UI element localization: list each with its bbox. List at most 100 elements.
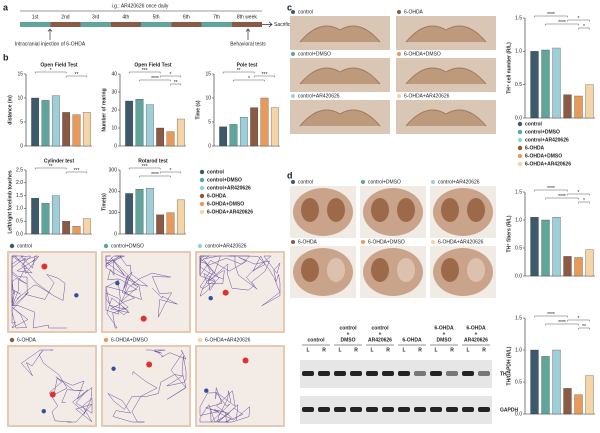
legend-marker (199, 209, 205, 215)
significance-label: *** (142, 68, 148, 74)
y-tick-label: 1.0 (515, 347, 522, 353)
y-tick-label: 1.0 (515, 217, 522, 223)
track-label: 6-OHDA+AR420626 (205, 337, 251, 343)
bar (31, 97, 40, 147)
section-marker (397, 10, 401, 14)
bar (239, 117, 248, 147)
significance-bracket (128, 71, 161, 74)
blot-header: + (475, 331, 478, 337)
significance-label: **** (547, 12, 555, 18)
week-label: 3rd (92, 14, 99, 20)
lane-label: L (402, 347, 405, 353)
lane-label: L (434, 347, 437, 353)
lane-label: R (450, 347, 454, 353)
significance-label: * (578, 316, 580, 322)
bar (219, 126, 228, 147)
significance-bracket (139, 79, 171, 82)
significance-label: * (578, 16, 580, 22)
y-tick-label: 0 (114, 231, 117, 237)
significance-label: * (50, 68, 52, 74)
y-tick-label: 300 (109, 167, 118, 173)
legend-label: 6-OHDA (525, 145, 545, 151)
blot-header: DMSO (341, 337, 356, 343)
significance-bracket (545, 23, 579, 26)
chart-title: Open Field Test (40, 62, 77, 68)
legend-marker (199, 201, 205, 207)
blot-band (366, 371, 378, 376)
y-tick-label: 1.0 (16, 206, 23, 212)
significance-label: ** (49, 164, 53, 170)
significance-label: **** (558, 20, 566, 26)
start-point (41, 263, 48, 270)
significance-label: **** (151, 172, 159, 178)
timeline-segment (231, 22, 262, 27)
tissue (299, 109, 381, 127)
end-point (74, 293, 79, 298)
striatum-left (441, 258, 459, 282)
significance-bracket (34, 71, 67, 74)
section-label: control+DMSO (368, 179, 401, 185)
significance-label: * (248, 76, 250, 82)
significance-label: *** (74, 168, 80, 174)
bar (166, 212, 175, 235)
section-marker (431, 180, 435, 184)
legend-label: control+AR420626 (525, 137, 569, 143)
striatum-right (327, 258, 345, 282)
panel-letter: a (3, 2, 9, 12)
significance-label: ** (237, 68, 241, 74)
end-point (204, 388, 209, 393)
legend-label: 6-OHDA+DMSO (525, 153, 562, 159)
y-tick-label: 0.5 (515, 82, 522, 88)
blot-membrane (300, 360, 492, 388)
y-tick-label: 0.5 (515, 379, 522, 385)
track-marker (9, 337, 15, 343)
y-tick-label: 0.5 (515, 245, 522, 251)
tissue (405, 67, 487, 85)
section-marker (291, 94, 295, 98)
blot-header: 6-OHDA (434, 325, 454, 331)
blot-band (382, 371, 394, 376)
striatum-left (301, 258, 319, 282)
week-label: 7th (213, 14, 220, 20)
legend-marker (517, 153, 523, 159)
legend-marker (517, 129, 523, 135)
significance-label: * (170, 168, 172, 174)
blot-header: DMSO (437, 337, 452, 343)
significance-label: ** (75, 72, 79, 78)
track-label: control+DMSO (111, 243, 144, 249)
end-point (111, 366, 116, 371)
y-tick-label: 15 (17, 71, 23, 77)
blot-band (318, 371, 330, 376)
panel-letter: c (287, 2, 292, 12)
track-marker (197, 337, 203, 343)
legend-label: 6-OHDA+DMSO (207, 201, 244, 207)
lane-label: R (354, 347, 358, 353)
bar (552, 349, 561, 415)
lane-label: L (370, 347, 373, 353)
y-tick-label: 0 (20, 143, 23, 149)
legend-label: control+AR420626 (207, 185, 251, 191)
striatum-right (467, 258, 485, 282)
section-label: control (298, 179, 313, 185)
significance-bracket (65, 75, 88, 78)
week-label: 1st (32, 14, 39, 20)
track-arena (7, 251, 97, 333)
blot-header: AR420626 (368, 337, 392, 343)
significance-bracket (233, 79, 265, 82)
legend-label: control+DMSO (207, 177, 242, 183)
blot-band (366, 407, 378, 412)
timeline-segment (141, 22, 172, 27)
legend-marker (517, 137, 523, 143)
section-label: control+DMSO (298, 51, 331, 57)
blot-header: + (347, 331, 350, 337)
start-point (242, 357, 249, 364)
bar (229, 124, 238, 147)
blot-band (350, 371, 362, 376)
striatum-left (301, 198, 319, 222)
bar (72, 114, 81, 147)
y-tick-label: 0 (208, 143, 211, 149)
track-marker (103, 243, 109, 249)
track-label: 6-OHDA+DMSO (111, 337, 148, 343)
significance-bracket (578, 27, 590, 30)
y-tick-label: 100 (109, 210, 118, 216)
